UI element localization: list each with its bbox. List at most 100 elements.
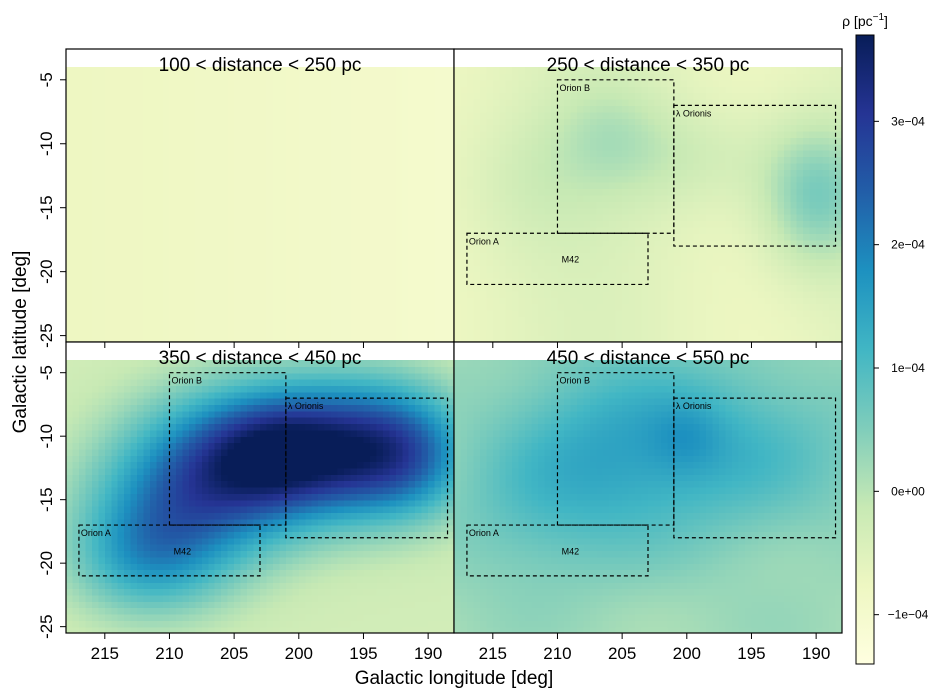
heatmap-cell — [324, 303, 332, 311]
heatmap-cell — [253, 233, 261, 241]
heatmap-cell — [143, 207, 151, 215]
heatmap-cell — [602, 150, 610, 158]
heatmap-cell — [770, 150, 778, 158]
heatmap-cell — [402, 284, 410, 292]
heatmap-cell — [85, 252, 93, 260]
heatmap-cell — [790, 194, 798, 202]
heatmap-cell — [247, 194, 255, 202]
heatmap-cell — [803, 98, 811, 106]
heatmap-cell — [260, 265, 268, 273]
heatmap-cell — [712, 278, 720, 286]
heatmap-cell — [635, 258, 643, 266]
heatmap-cell — [673, 67, 681, 74]
heatmap-cell — [751, 150, 759, 158]
heatmap-cell — [402, 271, 410, 279]
heatmap-cell — [622, 162, 630, 170]
heatmap-cell — [576, 86, 584, 94]
heatmap-cell — [279, 124, 287, 132]
heatmap-cell — [104, 105, 112, 113]
heatmap-cell — [395, 233, 403, 241]
heatmap-cell — [570, 137, 578, 145]
heatmap-cell — [738, 246, 746, 254]
heatmap-cell — [234, 79, 242, 87]
heatmap-cell — [505, 278, 513, 286]
heatmap-cell — [693, 207, 701, 215]
heatmap-cell — [357, 316, 365, 324]
heatmap-cell — [363, 156, 371, 164]
heatmap-cell — [706, 214, 714, 222]
heatmap-cell — [693, 252, 701, 260]
heatmap-cell — [751, 246, 759, 254]
heatmap-cell — [544, 310, 552, 318]
heatmap-cell — [331, 92, 339, 100]
heatmap-cell — [85, 175, 93, 183]
heatmap-cell — [466, 67, 474, 74]
heatmap-cell — [570, 265, 578, 273]
heatmap-cell — [460, 233, 468, 241]
heatmap-cell — [790, 156, 798, 164]
heatmap-cell — [415, 214, 423, 222]
heatmap-cell — [803, 111, 811, 119]
heatmap-cell — [150, 111, 158, 119]
heatmap-cell — [551, 246, 559, 254]
heatmap-cell — [615, 79, 623, 87]
heatmap-cell — [809, 92, 817, 100]
heatmap-cell — [725, 265, 733, 273]
heatmap-cell — [350, 239, 358, 247]
heatmap-cell — [641, 73, 649, 81]
heatmap-cell — [175, 105, 183, 113]
heatmap-cell — [124, 220, 132, 228]
heatmap-cell — [169, 130, 177, 138]
heatmap-cell — [163, 303, 171, 311]
heatmap-cell — [156, 322, 164, 330]
heatmap-cell — [337, 118, 345, 126]
heatmap-cell — [363, 201, 371, 209]
heatmap-cell — [790, 335, 798, 343]
heatmap-cell — [706, 143, 714, 151]
heatmap-cell — [576, 265, 584, 273]
heatmap-cell — [408, 118, 416, 126]
heatmap-cell — [770, 290, 778, 298]
heatmap-cell — [188, 111, 196, 119]
heatmap-cell — [809, 226, 817, 234]
heatmap-cell — [770, 143, 778, 151]
heatmap-cell — [137, 252, 145, 260]
heatmap-cell — [104, 310, 112, 318]
heatmap-cell — [732, 143, 740, 151]
heatmap-cell — [298, 284, 306, 292]
heatmap-cell — [719, 175, 727, 183]
heatmap-cell — [693, 310, 701, 318]
heatmap-cell — [227, 290, 235, 298]
heatmap-cell — [324, 290, 332, 298]
heatmap-cell — [770, 86, 778, 94]
heatmap-cell — [357, 111, 365, 119]
heatmap-cell — [111, 335, 119, 343]
heatmap-cell — [751, 188, 759, 196]
heatmap-cell — [137, 105, 145, 113]
heatmap-cell — [460, 252, 468, 260]
heatmap-cell — [654, 118, 662, 126]
heatmap-cell — [686, 188, 694, 196]
heatmap-cell — [447, 156, 455, 164]
heatmap-cell — [156, 67, 164, 74]
heatmap-cell — [227, 162, 235, 170]
heatmap-cell — [673, 111, 681, 119]
heatmap-cell — [635, 124, 643, 132]
heatmap-cell — [505, 310, 513, 318]
heatmap-cell — [770, 284, 778, 292]
heatmap-cell — [783, 162, 791, 170]
heatmap-cell — [428, 169, 436, 177]
heatmap-cell — [783, 278, 791, 286]
heatmap-cell — [111, 201, 119, 209]
heatmap-cell — [628, 207, 636, 215]
heatmap-cell — [124, 252, 132, 260]
heatmap-cell — [783, 233, 791, 241]
heatmap-cell — [531, 316, 539, 324]
heatmap-cell — [615, 310, 623, 318]
heatmap-cell — [757, 169, 765, 177]
heatmap-cell — [725, 73, 733, 81]
heatmap-cell — [72, 86, 80, 94]
heatmap-cell — [609, 207, 617, 215]
heatmap-cell — [615, 271, 623, 279]
heatmap-cell — [660, 284, 668, 292]
